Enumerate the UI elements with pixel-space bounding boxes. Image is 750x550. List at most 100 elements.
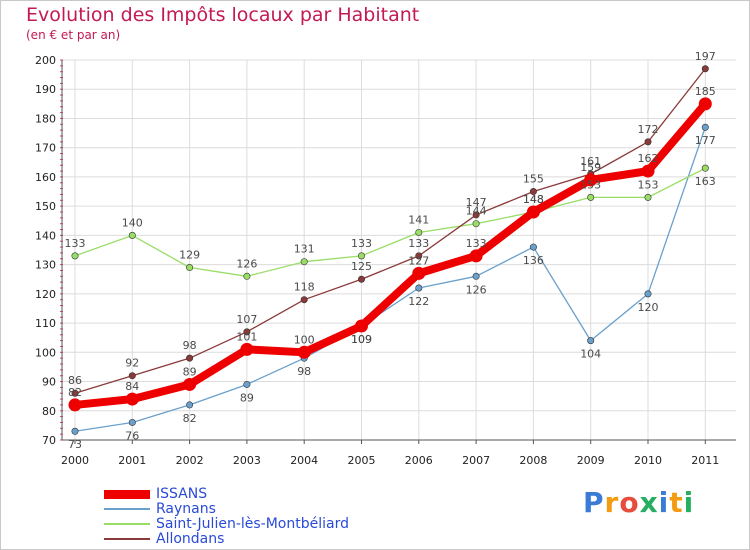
data-label-raynans: 177: [695, 134, 716, 147]
y-tick-label: 100: [35, 346, 56, 359]
data-label-issans: 84: [125, 380, 139, 393]
legend-label: Raynans: [156, 501, 216, 517]
data-label-issans: 89: [183, 365, 197, 378]
data-point-raynans: [71, 427, 79, 435]
data-label-raynans: 120: [638, 301, 659, 314]
data-label-raynans: 122: [408, 295, 429, 308]
y-tick-label: 200: [35, 54, 56, 67]
y-tick-label: 180: [35, 112, 56, 125]
legend-item-issans: ISSANS: [104, 486, 207, 502]
data-point-saint-julien-les-montbeliard: [644, 193, 652, 201]
data-point-allondans: [644, 138, 652, 146]
data-label-issans: 133: [466, 237, 487, 250]
data-point-issans: [641, 164, 655, 178]
data-point-saint-julien-les-montbeliard: [186, 264, 194, 272]
proxiti-logo: Proxiti: [583, 486, 695, 519]
data-label-allondans: 86: [68, 374, 82, 387]
axes: 7080901001101201301401501601701801902002…: [35, 54, 736, 467]
series-line-issans: [71, 99, 710, 409]
x-tick-label: 2008: [519, 454, 547, 467]
legend-item-raynans: Raynans: [104, 501, 216, 517]
data-point-issans: [297, 345, 311, 359]
data-point-issans: [584, 173, 598, 187]
data-point-allondans: [701, 65, 709, 73]
data-label-raynans: 126: [466, 283, 487, 296]
data-point-raynans: [587, 337, 595, 345]
data-label-issans: 185: [695, 85, 716, 98]
data-point-saint-julien-les-montbeliard: [701, 164, 709, 172]
data-point-allondans: [529, 188, 537, 196]
data-label-allondans: 147: [466, 196, 487, 209]
y-tick-label: 90: [42, 376, 56, 389]
data-point-issans: [125, 392, 139, 406]
data-point-saint-julien-les-montbeliard: [243, 272, 251, 280]
data-point-allondans: [300, 296, 308, 304]
data-label-saint-julien-les-montbeliard: 153: [580, 178, 601, 191]
data-point-saint-julien-les-montbeliard: [71, 252, 79, 260]
data-label-saint-julien-les-montbeliard: 131: [294, 243, 315, 256]
data-point-issans: [526, 205, 540, 219]
data-label-allondans: 98: [183, 339, 197, 352]
data-label-issans: 100: [294, 333, 315, 346]
x-tick-label: 2010: [634, 454, 662, 467]
data-label-allondans: 172: [638, 123, 659, 136]
legend-item-allondans: Allondans: [104, 531, 224, 547]
data-label-issans: 109: [351, 333, 372, 346]
data-label-allondans: 133: [408, 237, 429, 250]
data-point-issans: [355, 319, 368, 333]
data-point-saint-julien-les-montbeliard: [300, 258, 308, 266]
data-label-issans: 162: [638, 152, 659, 165]
data-point-saint-julien-les-montbeliard: [357, 252, 365, 260]
data-label-allondans: 125: [351, 260, 372, 273]
legend-swatch: [104, 538, 150, 540]
data-label-raynans: 73: [68, 438, 82, 451]
data-point-raynans: [529, 243, 537, 251]
data-label-issans: 127: [408, 254, 429, 267]
data-label-allondans: 92: [125, 357, 139, 370]
data-label-issans: 101: [236, 330, 257, 343]
data-point-allondans: [71, 389, 79, 397]
x-tick-label: 2011: [691, 454, 719, 467]
data-point-allondans: [128, 372, 136, 380]
data-point-allondans: [415, 252, 423, 260]
legend-swatch: [104, 523, 150, 525]
data-label-saint-julien-les-montbeliard: 129: [179, 249, 200, 262]
data-label-raynans: 109: [351, 333, 372, 346]
x-tick-label: 2007: [462, 454, 490, 467]
data-point-saint-julien-les-montbeliard: [415, 228, 423, 236]
legend-item-saint-julien-les-montbeliard: Saint-Julien-lès-Montbéliard: [104, 516, 349, 532]
data-point-allondans: [186, 354, 194, 362]
data-point-allondans: [243, 328, 251, 336]
x-tick-label: 2009: [577, 454, 605, 467]
data-label-saint-julien-les-montbeliard: 163: [695, 175, 716, 188]
data-point-issans: [240, 342, 254, 356]
data-label-issans: 159: [580, 161, 601, 174]
data-point-issans: [183, 377, 197, 391]
plot-area: [62, 60, 736, 440]
data-point-issans: [698, 97, 712, 111]
series-line-raynans: [74, 126, 706, 432]
y-tick-label: 150: [35, 200, 56, 213]
data-label-allondans: 161: [580, 155, 601, 168]
data-label-raynans: 104: [580, 348, 601, 361]
data-label-saint-julien-les-montbeliard: 140: [122, 216, 143, 229]
data-point-raynans: [644, 290, 652, 298]
data-point-saint-julien-les-montbeliard: [587, 193, 595, 201]
data-label-allondans: 155: [523, 173, 544, 186]
data-point-issans: [68, 398, 82, 412]
y-tick-label: 140: [35, 229, 56, 242]
data-point-raynans: [701, 123, 709, 131]
series-group: [68, 65, 712, 435]
data-label-saint-julien-les-montbeliard: 126: [236, 257, 257, 270]
y-tick-label: 70: [42, 434, 56, 447]
y-tick-label: 110: [35, 317, 56, 330]
chart-subtitle: (en € et par an): [26, 28, 121, 42]
data-label-saint-julien-les-montbeliard: 141: [408, 213, 429, 226]
legend-label: Saint-Julien-lès-Montbéliard: [156, 516, 349, 532]
legend-swatch: [104, 489, 150, 499]
data-point-issans: [469, 249, 483, 263]
data-label-saint-julien-les-montbeliard: 153: [638, 178, 659, 191]
data-label-issans: 148: [523, 193, 544, 206]
data-point-raynans: [186, 401, 194, 409]
